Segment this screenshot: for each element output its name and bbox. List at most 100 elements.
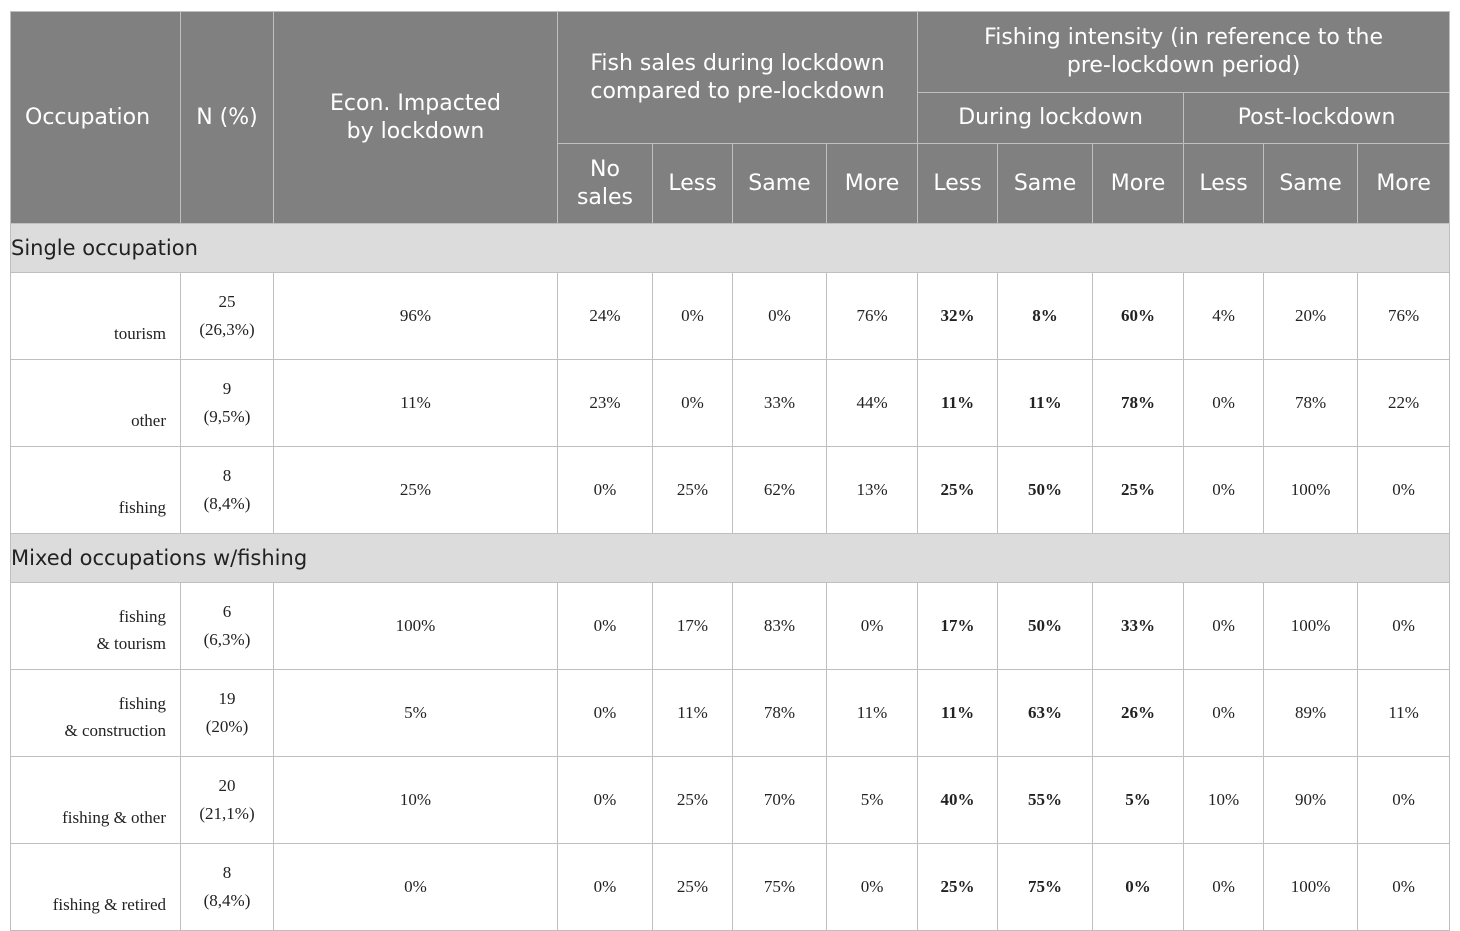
occupation-line: fishing [118, 498, 166, 517]
section-title: Mixed occupations w/fishing [9, 533, 1451, 583]
n-cell: 20 (21,1%) [180, 756, 274, 844]
header-during-same: Same [997, 143, 1094, 224]
table-row: fishing & retired 8 (8,4%) 0% 0% 25% 75% 0% 25% 7… [10, 843, 1451, 931]
n-count: 9 [222, 379, 232, 398]
table-row: fishing & tourism 6 (6,3%) 100% 0% 17% 83% 0% 17%… [10, 582, 1451, 670]
header-econ-line-1: Econ. Impacted [330, 90, 501, 116]
post-same-cell: 100% [1263, 843, 1359, 931]
during-same-cell: 55% [997, 756, 1094, 844]
table-row: fishing 8 (8,4%) 25% 0% 25% 62% 13% 25% 50% 25% 0% 1… [10, 446, 1451, 534]
post-same-cell: 100% [1263, 446, 1359, 534]
during-more-cell: 26% [1092, 669, 1185, 757]
post-more-cell: 11% [1357, 669, 1451, 757]
n-percent: (9,5%) [203, 407, 251, 426]
occupation-line: fishing & retired [52, 895, 166, 914]
header-fishing-intensity-line-1: Fishing intensity (in reference to the [984, 25, 1383, 50]
post-less-cell: 0% [1183, 582, 1265, 670]
header-n: N (%) [180, 11, 274, 224]
occupation-line: fishing [118, 607, 166, 626]
sales-no-sales-cell: 0% [557, 843, 653, 931]
post-more-cell: 0% [1357, 446, 1451, 534]
during-same-cell: 75% [997, 843, 1094, 931]
table-row: fishing & other 20 (21,1%) 10% 0% 25% 70% 5% 40%… [10, 756, 1451, 844]
section-title: Single occupation [9, 223, 1451, 273]
occupation-line: other [131, 411, 166, 430]
header-fish-sales-line-1: Fish sales during lockdown [590, 50, 885, 76]
n-percent: (8,4%) [203, 891, 251, 910]
sales-same-cell: 62% [732, 446, 827, 534]
sales-less-cell: 0% [652, 359, 733, 447]
econ-impact-cell: 25% [273, 446, 558, 534]
header-no-sales-line-2: sales [576, 184, 634, 210]
sales-more-cell: 44% [825, 359, 919, 447]
section-header-row: Single occupation [9, 223, 1451, 273]
header-fish-sales: Fish sales during lockdown compared to p… [556, 11, 919, 144]
econ-impact-cell: 100% [273, 582, 558, 670]
sales-less-cell: 0% [652, 272, 733, 360]
sales-more-cell: 0% [825, 843, 919, 931]
sales-no-sales-cell: 0% [557, 582, 653, 670]
header-fishing-intensity-line-2: pre-lockdown period) [1066, 53, 1301, 78]
sales-more-cell: 0% [825, 582, 919, 670]
sales-same-cell: 0% [732, 272, 827, 360]
post-same-cell: 90% [1263, 756, 1359, 844]
sales-less-cell: 11% [652, 669, 733, 757]
occupation-cell: fishing [10, 446, 181, 534]
during-same-cell: 11% [997, 359, 1094, 447]
sales-no-sales-cell: 0% [557, 446, 653, 534]
occupation-line: & tourism [96, 634, 166, 653]
sales-more-cell: 5% [825, 756, 919, 844]
header-sales-same: Same [732, 143, 827, 224]
post-more-cell: 22% [1357, 359, 1451, 447]
occupation-cell: fishing & retired [10, 843, 181, 931]
n-cell: 8 (8,4%) [180, 446, 274, 534]
during-less-cell: 11% [917, 359, 999, 447]
sales-no-sales-cell: 0% [557, 756, 653, 844]
section-header-row: Mixed occupations w/fishing [9, 533, 1451, 583]
sales-same-cell: 70% [732, 756, 827, 844]
post-more-cell: 0% [1357, 756, 1451, 844]
post-same-cell: 89% [1263, 669, 1359, 757]
sales-more-cell: 76% [825, 272, 919, 360]
occupation-cell: tourism [10, 272, 181, 360]
table-header: Occupation N (%) Econ. Impacted by lockd… [10, 11, 1451, 224]
post-less-cell: 10% [1183, 756, 1265, 844]
occupation-cell: fishing & other [10, 756, 181, 844]
header-occupation: Occupation [10, 11, 181, 224]
n-percent: (6,3%) [203, 630, 251, 649]
sales-more-cell: 13% [825, 446, 919, 534]
header-post-same: Same [1263, 143, 1359, 224]
header-during-more: More [1092, 143, 1185, 224]
table-row: tourism 25 (26,3%) 96% 24% 0% 0% 76% 32% 8% 60% 4% 2… [10, 272, 1451, 360]
during-more-cell: 78% [1092, 359, 1185, 447]
occupation-cell: other [10, 359, 181, 447]
econ-impact-cell: 96% [273, 272, 558, 360]
during-less-cell: 25% [917, 843, 999, 931]
header-econ-line-2: by lockdown [346, 118, 485, 144]
sales-more-cell: 11% [825, 669, 919, 757]
during-less-cell: 11% [917, 669, 999, 757]
during-same-cell: 63% [997, 669, 1094, 757]
occupation-line: & construction [64, 721, 166, 740]
n-count: 20 [218, 776, 236, 795]
header-post-less: Less [1183, 143, 1265, 224]
post-less-cell: 0% [1183, 446, 1265, 534]
during-more-cell: 60% [1092, 272, 1185, 360]
post-more-cell: 0% [1357, 843, 1451, 931]
during-same-cell: 50% [997, 446, 1094, 534]
sales-no-sales-cell: 23% [557, 359, 653, 447]
header-post-more: More [1357, 143, 1451, 224]
n-count: 6 [222, 602, 232, 621]
post-less-cell: 4% [1183, 272, 1265, 360]
n-cell: 19 (20%) [180, 669, 274, 757]
header-during-less: Less [917, 143, 999, 224]
sales-no-sales-cell: 24% [557, 272, 653, 360]
econ-impact-cell: 5% [273, 669, 558, 757]
during-same-cell: 50% [997, 582, 1094, 670]
post-more-cell: 76% [1357, 272, 1451, 360]
sales-less-cell: 25% [652, 843, 733, 931]
n-percent: (8,4%) [203, 494, 251, 513]
n-count: 8 [222, 863, 232, 882]
n-cell: 6 (6,3%) [180, 582, 274, 670]
sales-less-cell: 25% [652, 756, 733, 844]
